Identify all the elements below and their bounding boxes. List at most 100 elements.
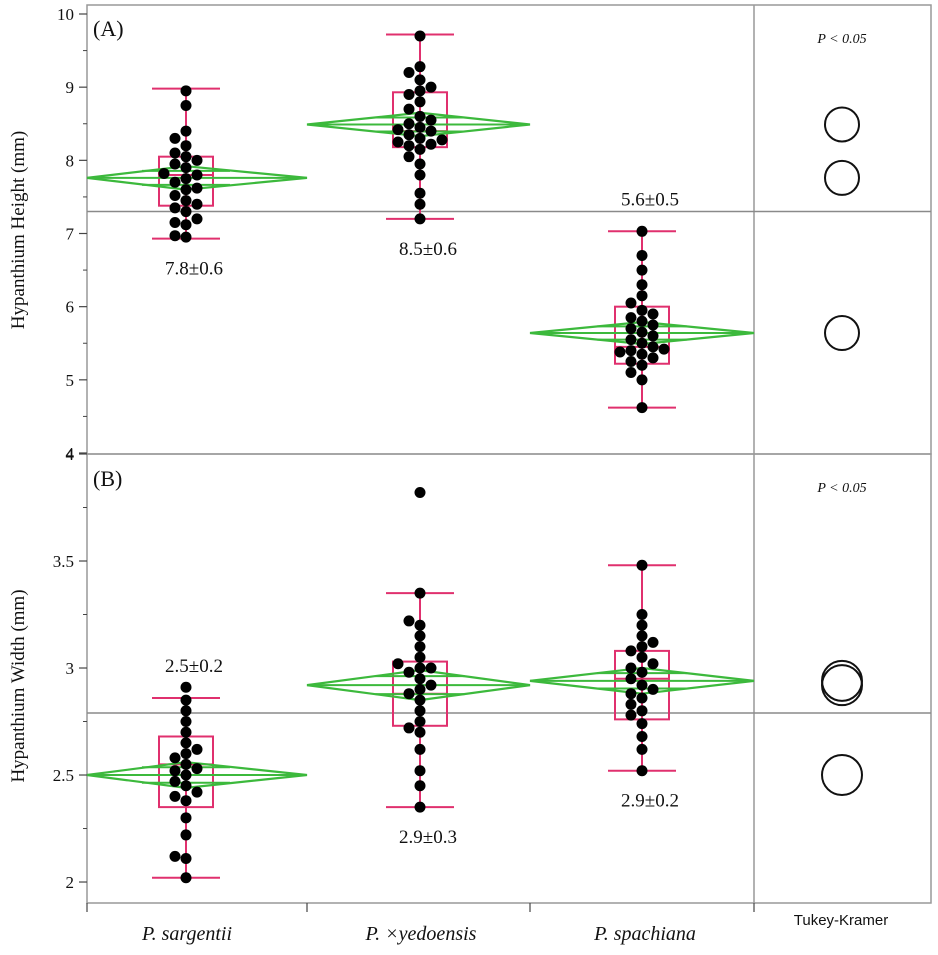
- data-point: [647, 341, 659, 353]
- data-point: [414, 801, 426, 813]
- data-point: [658, 343, 670, 355]
- panel-b-y-axis: 2 2.5 3 3.5 4: [53, 445, 87, 892]
- panel-b-tukey-circles: [821, 659, 863, 797]
- y-tick-label: 6: [66, 298, 75, 317]
- data-point: [191, 786, 203, 798]
- data-point: [191, 198, 203, 210]
- group-1: 7.8±0.6: [86, 85, 308, 280]
- data-point: [414, 121, 426, 133]
- data-point: [180, 758, 192, 770]
- data-point: [625, 698, 637, 710]
- panel-a-label: (A): [93, 16, 124, 41]
- data-point: [169, 202, 181, 214]
- data-point: [414, 587, 426, 599]
- data-point: [180, 726, 192, 738]
- data-point: [180, 705, 192, 717]
- data-point: [403, 140, 415, 152]
- panel-a-plot: 7.8±0.6 8.5±0.6 5.6±0.5: [86, 30, 755, 414]
- data-point: [647, 658, 659, 670]
- panel-b-label: (B): [93, 466, 122, 491]
- data-point: [403, 103, 415, 115]
- data-point: [191, 154, 203, 166]
- data-point: [414, 651, 426, 663]
- data-point: [636, 359, 648, 371]
- group-3: 5.6±0.5: [529, 189, 755, 414]
- data-point: [625, 673, 637, 685]
- tukey-circle: [821, 754, 863, 797]
- data-point: [414, 694, 426, 706]
- data-point: [169, 189, 181, 201]
- data-point: [636, 609, 648, 621]
- data-point: [625, 367, 637, 379]
- panel-a-tukey-circles: [824, 106, 860, 352]
- data-point: [180, 195, 192, 207]
- data-point: [636, 651, 648, 663]
- data-point: [414, 780, 426, 792]
- data-point: [636, 348, 648, 360]
- y-tick-label: 9: [66, 78, 75, 97]
- data-point: [180, 829, 192, 841]
- data-point: [636, 225, 648, 237]
- x-tick-label-yedoensis: P. ×yedoensis: [365, 923, 477, 945]
- data-point: [647, 636, 659, 648]
- data-point: [169, 790, 181, 802]
- data-point: [180, 99, 192, 111]
- data-point: [180, 85, 192, 97]
- data-point: [414, 641, 426, 653]
- data-point: [414, 726, 426, 738]
- data-point: [191, 182, 203, 194]
- tukey-circle: [824, 106, 860, 143]
- tukey-kramer-label: Tukey-Kramer: [794, 912, 888, 929]
- data-point: [636, 666, 648, 678]
- data-point: [180, 184, 192, 196]
- data-point: [180, 795, 192, 807]
- group-3: 2.9±0.2: [529, 559, 755, 812]
- data-point: [169, 217, 181, 229]
- data-point: [169, 850, 181, 862]
- data-point: [169, 158, 181, 170]
- data-point: [636, 692, 648, 704]
- group-2: 8.5±0.6: [306, 30, 531, 260]
- data-point: [392, 658, 404, 670]
- data-point: [180, 151, 192, 163]
- data-point: [158, 168, 170, 180]
- data-point: [636, 630, 648, 642]
- data-point: [414, 213, 426, 225]
- data-point: [425, 81, 437, 93]
- data-point: [647, 308, 659, 320]
- mean-sd-label: 2.9±0.2: [621, 791, 679, 812]
- data-point: [180, 769, 192, 781]
- y-tick-label: 3.5: [53, 552, 74, 571]
- data-point: [414, 198, 426, 210]
- data-point: [392, 124, 404, 136]
- data-point: [180, 780, 192, 792]
- data-point: [636, 765, 648, 777]
- data-point: [169, 147, 181, 159]
- data-point: [625, 662, 637, 674]
- data-point: [414, 158, 426, 170]
- panel-a-p-value: P < 0.05: [816, 32, 866, 47]
- data-point: [180, 852, 192, 864]
- data-point: [647, 683, 659, 695]
- data-point: [403, 666, 415, 678]
- data-point: [625, 323, 637, 335]
- data-point: [414, 74, 426, 86]
- y-tick-label: 2: [66, 873, 75, 892]
- data-point: [180, 694, 192, 706]
- data-point: [636, 249, 648, 261]
- data-point: [403, 615, 415, 627]
- data-point: [414, 673, 426, 685]
- data-point: [180, 231, 192, 243]
- data-point: [625, 334, 637, 346]
- data-point: [414, 619, 426, 631]
- data-point: [169, 132, 181, 144]
- data-point: [169, 765, 181, 777]
- data-point: [636, 264, 648, 276]
- data-point: [169, 775, 181, 787]
- data-point: [414, 85, 426, 97]
- data-point: [636, 402, 648, 414]
- data-point: [414, 487, 426, 499]
- data-point: [414, 30, 426, 42]
- data-point: [425, 679, 437, 691]
- data-point: [625, 688, 637, 700]
